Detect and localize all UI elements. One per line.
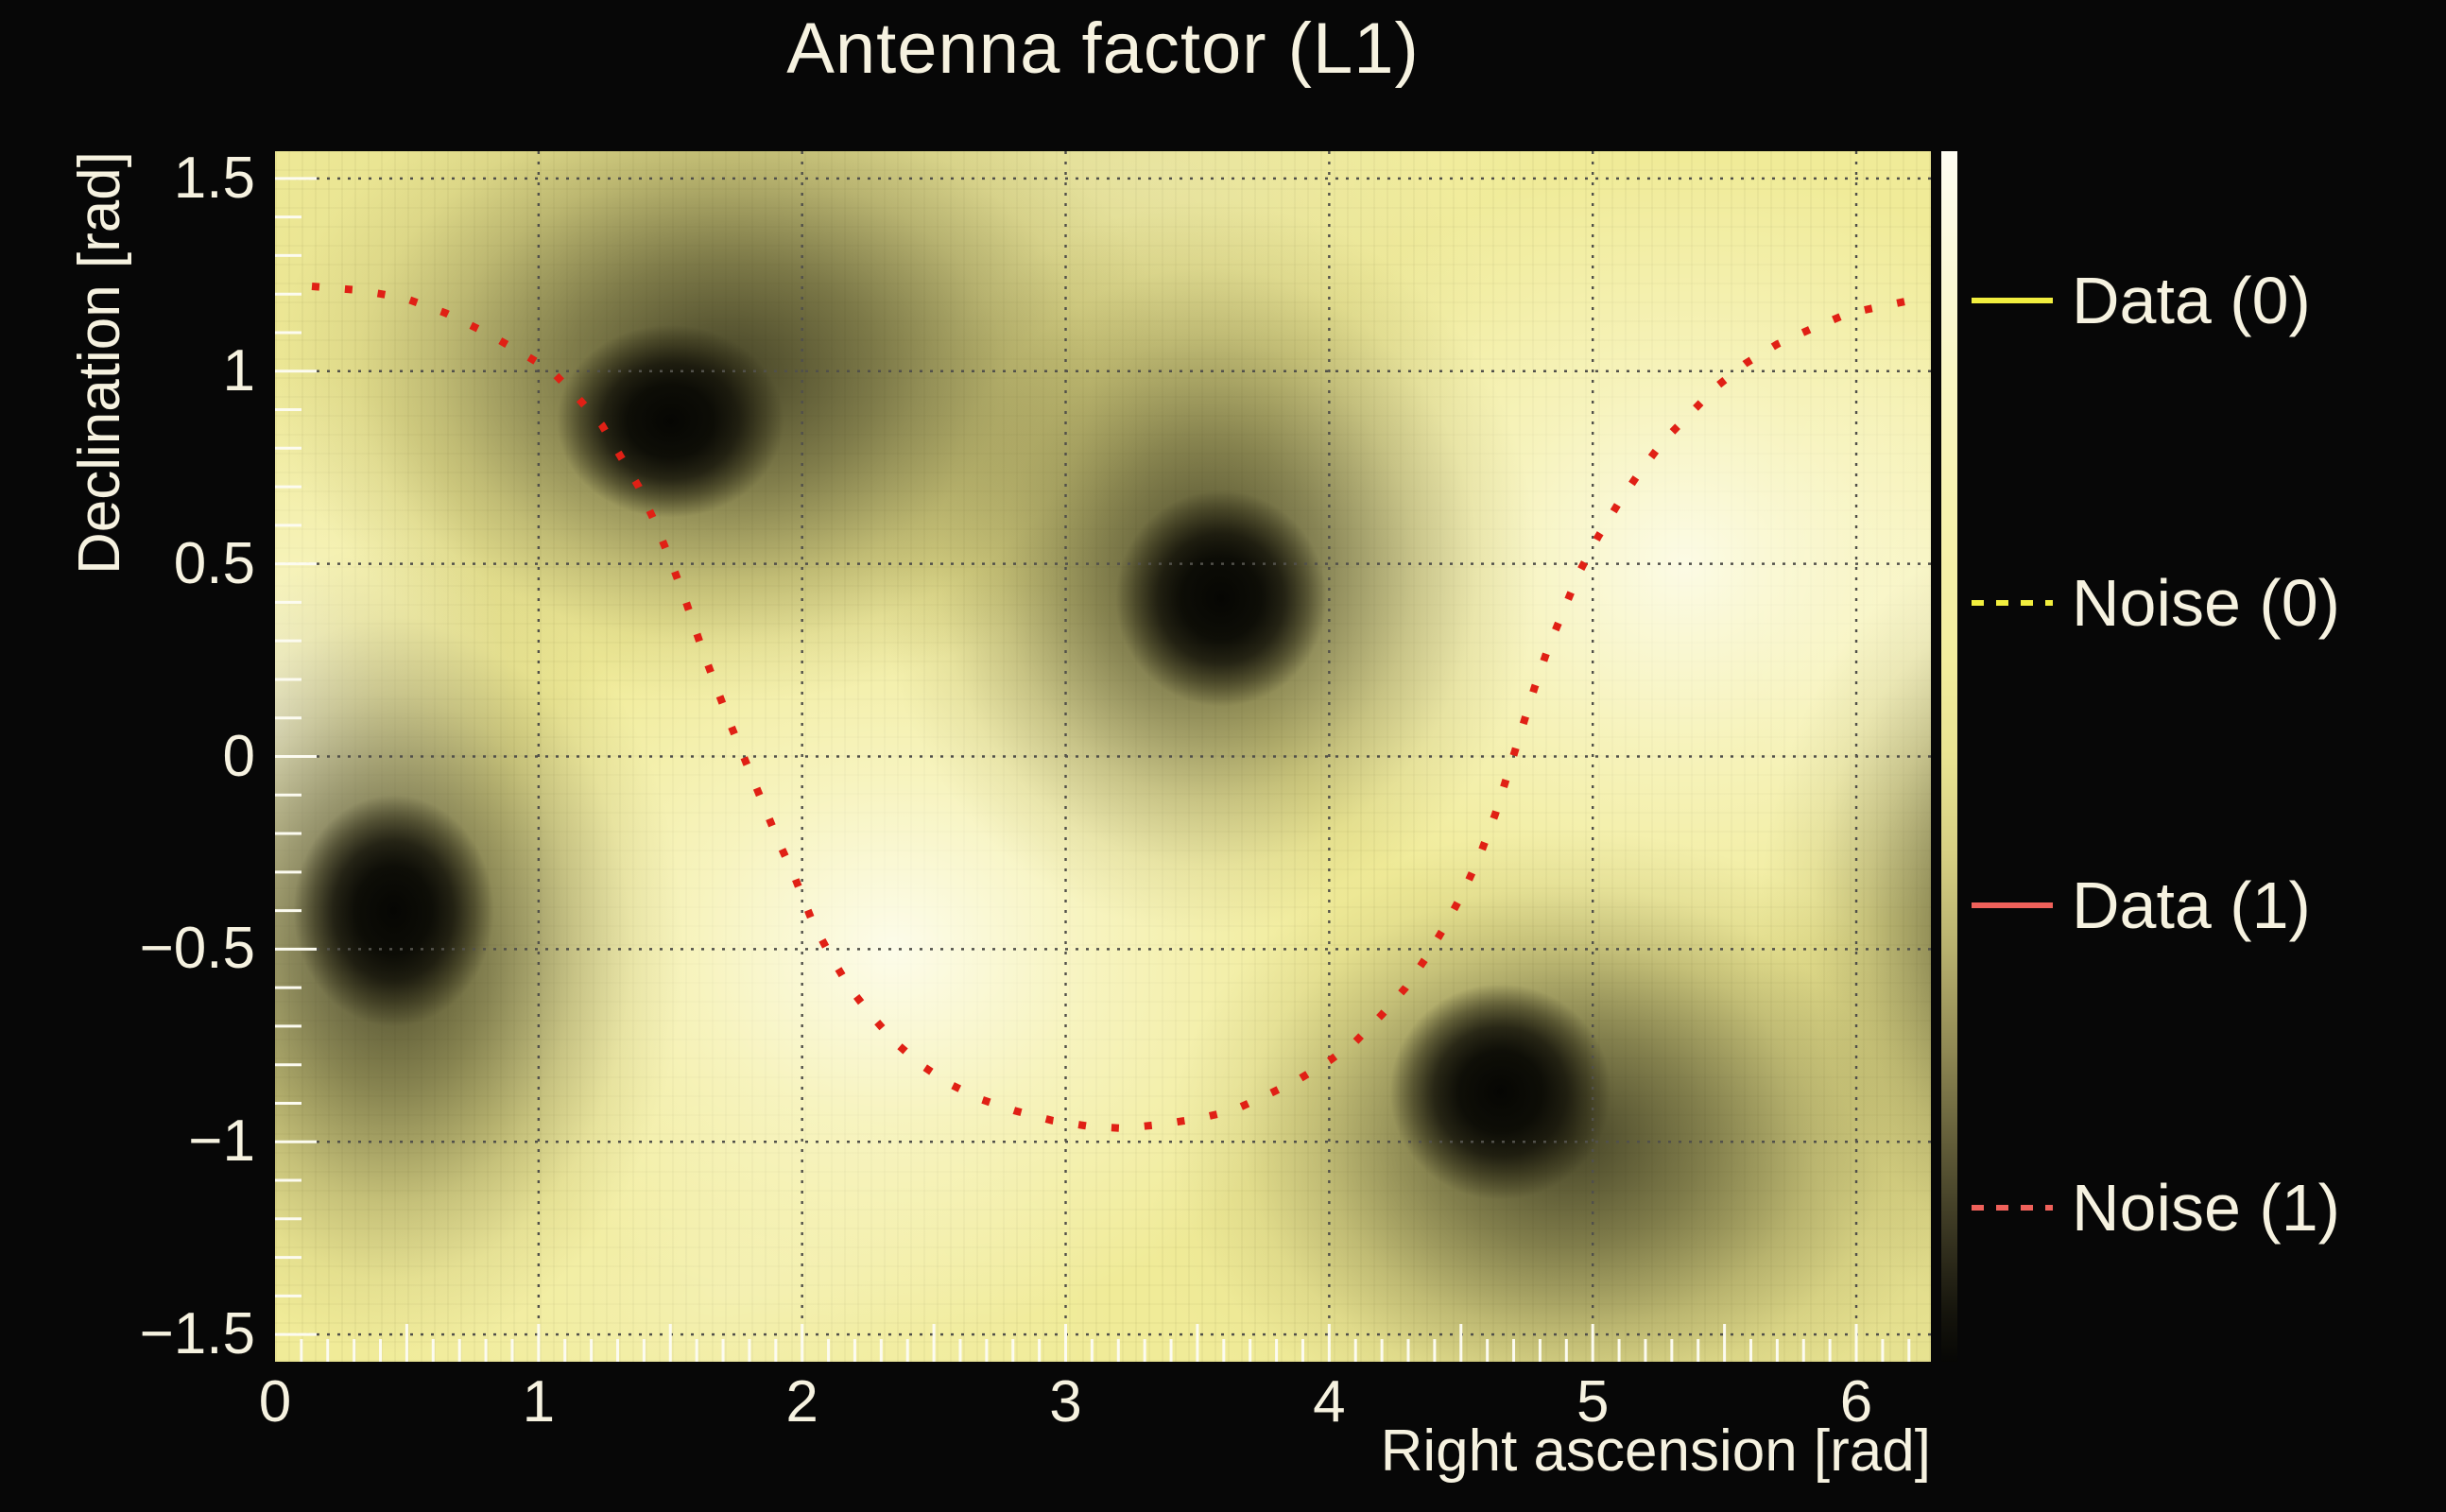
legend-label: Noise (1): [2072, 1171, 2340, 1245]
legend-item-noise-1: Noise (1): [1972, 1168, 2425, 1247]
x-axis-title: Right ascension [rad]: [1380, 1418, 1931, 1484]
x-tick-label: 4: [1313, 1369, 1346, 1435]
x-tick-label: 1: [522, 1369, 556, 1435]
colorbar: [1941, 151, 1957, 1362]
legend-solid-line-swatch: [1972, 902, 2053, 908]
y-tick-label: 1.5: [173, 145, 255, 211]
x-tick-label: 6: [1839, 1369, 1873, 1435]
x-tick-label: 2: [785, 1369, 818, 1435]
legend-dashed-line-swatch: [1972, 1205, 2053, 1211]
x-tick-label: 5: [1576, 1369, 1610, 1435]
heatmap-plot-area: [275, 151, 1931, 1362]
legend-item-noise-0: Noise (0): [1972, 563, 2425, 643]
legend-label: Noise (0): [2072, 566, 2340, 640]
legend-item-data-1: Data (1): [1972, 866, 2425, 945]
legend-label: Data (1): [2072, 868, 2311, 942]
legend-item-data-0: Data (0): [1972, 261, 2425, 340]
y-axis-title: Declination [rad]: [67, 151, 132, 576]
y-tick-label: −0.5: [139, 916, 255, 982]
y-tick-label: −1: [188, 1108, 255, 1175]
y-tick-label: 0: [222, 723, 255, 789]
plot-title: Antenna factor (L1): [786, 9, 1420, 89]
x-tick-label: 3: [1049, 1369, 1082, 1435]
legend-solid-line-swatch: [1972, 298, 2053, 303]
y-tick-label: 1: [222, 337, 255, 404]
y-tick-label: 0.5: [173, 530, 255, 596]
y-tick-label: −1.5: [139, 1301, 255, 1367]
x-tick-label: 0: [258, 1369, 292, 1435]
legend-dashed-line-swatch: [1972, 600, 2053, 606]
legend-label: Data (0): [2072, 264, 2311, 337]
